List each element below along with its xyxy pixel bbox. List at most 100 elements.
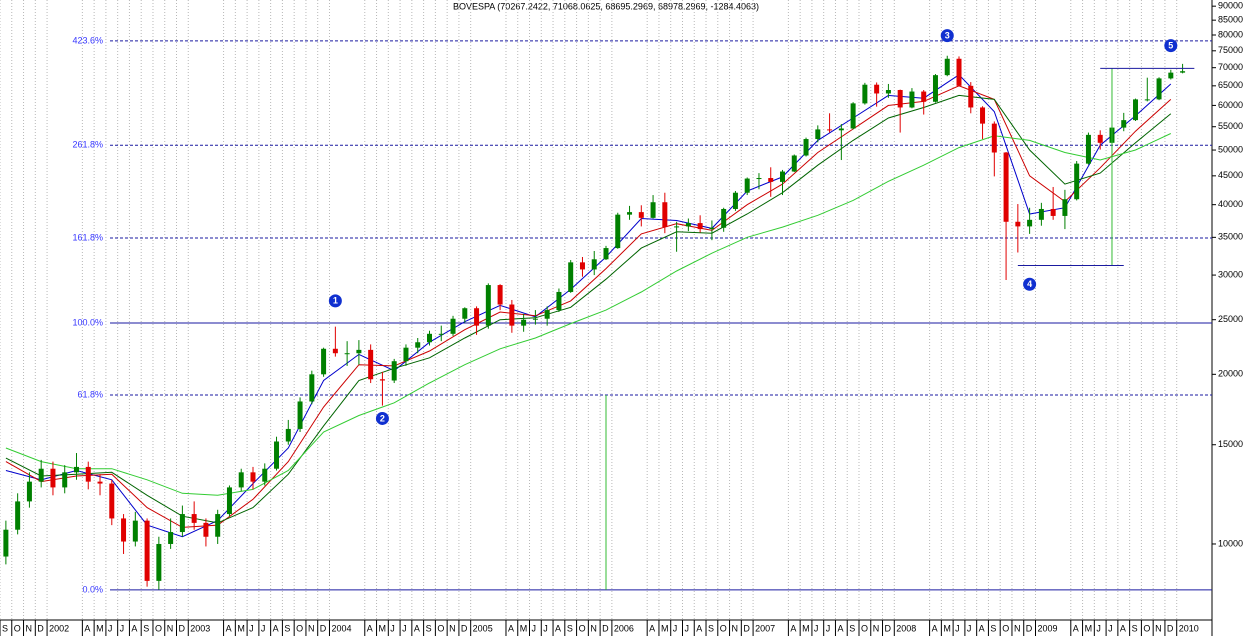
candle-body (262, 468, 268, 482)
y-tick-label: 15000 (1218, 439, 1243, 449)
moving-average (5, 133, 1172, 496)
candle-body (274, 441, 280, 469)
candle-body (238, 472, 244, 488)
x-tick-label: S (708, 623, 714, 633)
candle-body (38, 468, 44, 482)
y-tick-label: 45000 (1218, 170, 1243, 180)
candle-body (921, 91, 927, 102)
candle-body (1074, 163, 1080, 200)
x-tick-label: M (237, 623, 245, 633)
x-tick-label: J (826, 623, 831, 633)
candle-body (450, 318, 456, 334)
y-tick-label: 50000 (1218, 144, 1243, 154)
candle-body (885, 90, 891, 94)
x-tick-label: O (861, 623, 868, 633)
candle-body (426, 333, 432, 343)
x-tick-label: A (555, 623, 561, 633)
candle-body (803, 139, 809, 156)
x-tick-label: S (143, 623, 149, 633)
x-tick-label: 2003 (190, 623, 210, 633)
wave-label: 1 (333, 296, 338, 306)
x-tick-label: J (390, 623, 395, 633)
x-tick-label: D (1026, 623, 1033, 633)
candle-body (1133, 99, 1139, 121)
candle-body (15, 501, 21, 530)
x-tick-label: N (308, 623, 315, 633)
candle-body (1121, 120, 1127, 128)
x-tick-label: N (1155, 623, 1162, 633)
candle-body (391, 361, 397, 381)
candle-body (544, 310, 550, 319)
candle-body (674, 226, 680, 228)
x-tick-label: O (1143, 623, 1150, 633)
candle-body (850, 103, 856, 129)
x-tick-label: O (579, 623, 586, 633)
candle-body (556, 291, 562, 311)
x-tick-label: J (543, 623, 548, 633)
candle-body (1062, 199, 1068, 216)
x-tick-label: J (955, 623, 960, 633)
x-tick-label: J (532, 623, 537, 633)
candle-body (874, 84, 880, 94)
y-tick-label: 30000 (1218, 269, 1243, 279)
x-tick-label: A (790, 623, 796, 633)
candle-body (662, 202, 668, 228)
candle-body (250, 472, 256, 482)
x-tick-label: D (461, 623, 468, 633)
candle-body (73, 466, 79, 473)
candle-body (1168, 72, 1174, 79)
x-tick-label: A (367, 623, 373, 633)
x-tick-label: 2007 (755, 623, 775, 633)
x-tick-label: J (814, 623, 819, 633)
candle-body (321, 348, 327, 375)
y-tick-label: 55000 (1218, 121, 1243, 131)
candle-body (638, 212, 644, 218)
x-tick-label: D (602, 623, 609, 633)
x-tick-label: J (684, 623, 689, 633)
candle-body (309, 374, 315, 402)
candle-body (156, 543, 162, 581)
wave-label: 4 (1027, 279, 1032, 289)
candle-body (685, 223, 691, 227)
candle-body (403, 347, 409, 362)
y-tick-label: 25000 (1218, 314, 1243, 324)
fib-label: 423.6% (72, 35, 103, 45)
x-tick-label: J (261, 623, 266, 633)
x-tick-label: J (120, 623, 125, 633)
x-tick-label: N (26, 623, 33, 633)
x-tick-label: J (402, 623, 407, 633)
candle-body (344, 353, 350, 355)
y-tick-label: 20000 (1218, 369, 1243, 379)
x-tick-label: A (932, 623, 938, 633)
candle-body (780, 171, 786, 182)
x-tick-label: O (155, 623, 162, 633)
wave-label: 2 (380, 413, 385, 423)
x-tick-label: J (673, 623, 678, 633)
candle-body (791, 155, 797, 172)
candle-body (627, 212, 633, 215)
candle-body (744, 178, 750, 193)
moving-average (5, 85, 1172, 528)
y-tick-label: 70000 (1218, 62, 1243, 72)
wave-marker (1164, 39, 1178, 53)
candle-body (1144, 99, 1150, 101)
candle-body (909, 91, 915, 108)
candle-body (285, 428, 291, 442)
candle-body (991, 123, 997, 153)
wave-marker (940, 29, 954, 43)
y-tick-label: 10000 (1218, 538, 1243, 548)
candle-body (521, 319, 527, 326)
x-tick-label: A (84, 623, 90, 633)
candle-body (297, 401, 303, 429)
x-tick-label: 2008 (896, 623, 916, 633)
candle-body (50, 468, 56, 488)
candle-body (1003, 152, 1009, 222)
moving-average (5, 94, 1172, 524)
candle-body (1038, 208, 1044, 220)
wave-label: 5 (1168, 41, 1173, 51)
x-tick-label: A (131, 623, 137, 633)
x-tick-label: N (1014, 623, 1021, 633)
x-tick-label: J (1108, 623, 1113, 633)
x-tick-label: O (14, 623, 21, 633)
x-tick-label: D (743, 623, 750, 633)
